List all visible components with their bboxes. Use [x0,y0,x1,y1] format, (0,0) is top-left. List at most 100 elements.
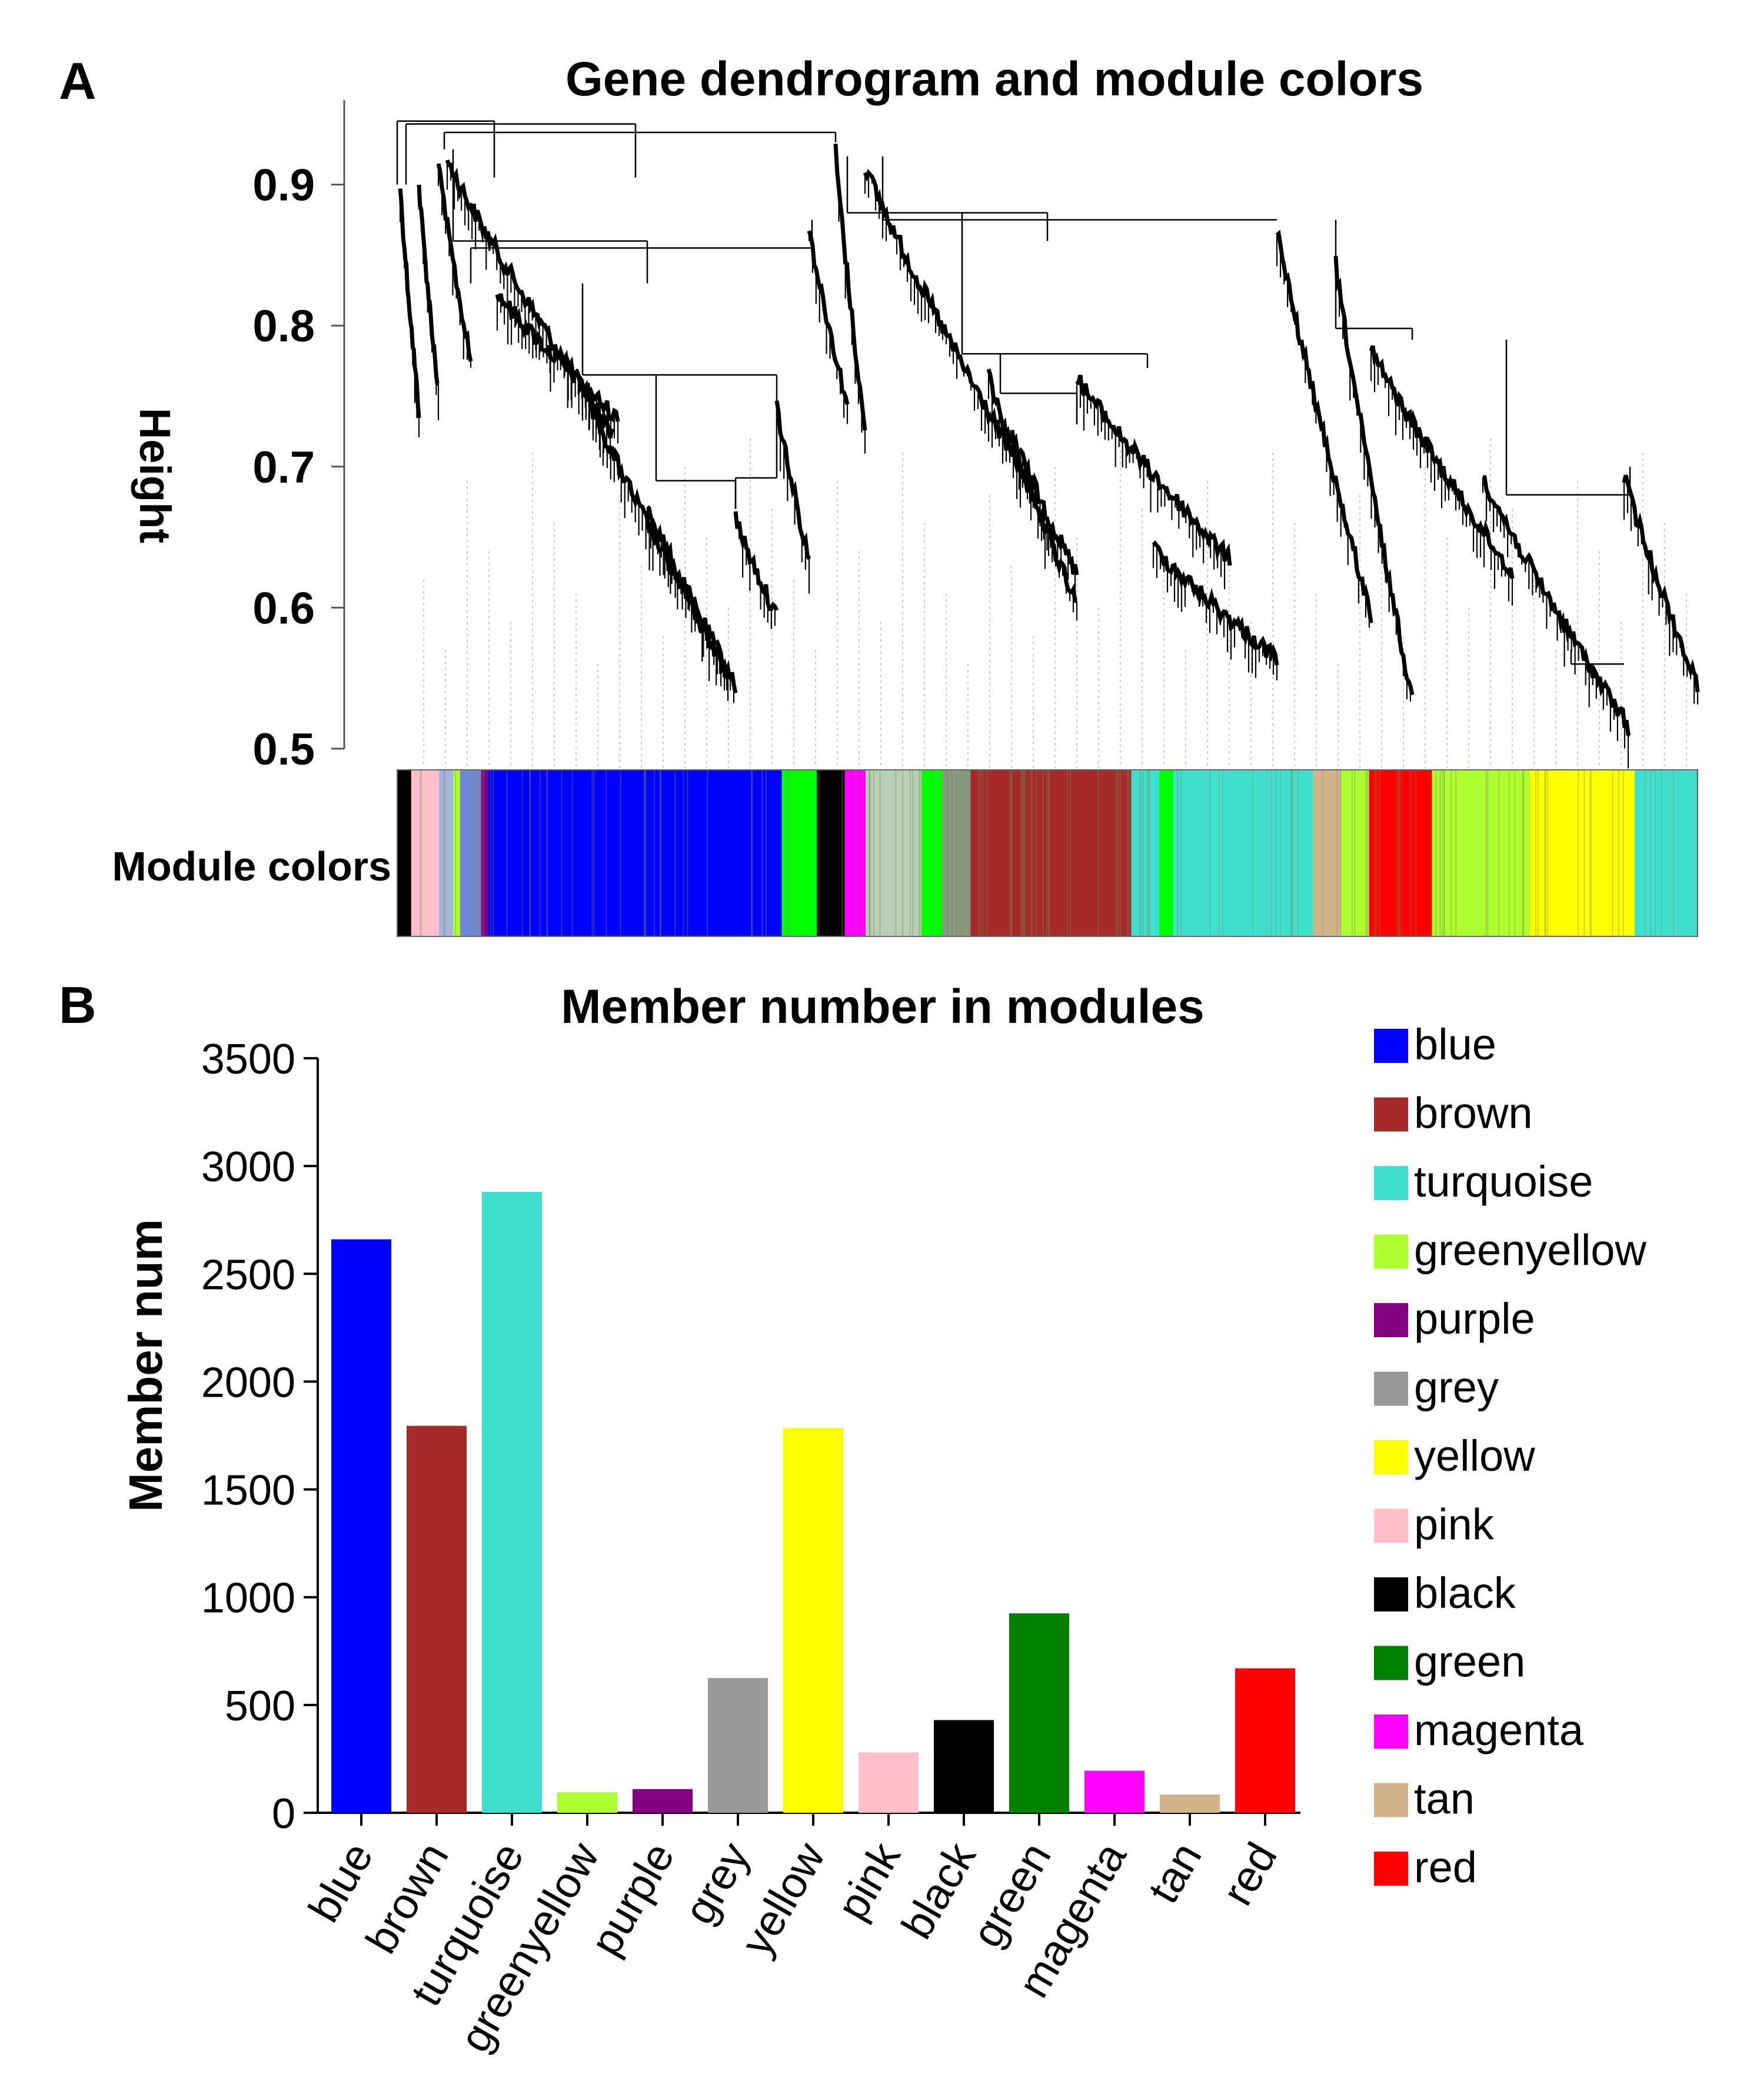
color-bar-segment [1635,770,1698,936]
bar-brown [407,1426,467,1813]
bar-y-tick-label: 3000 [201,1144,295,1191]
legend-swatch-tan [1374,1783,1408,1817]
cluster-ridge [436,163,473,362]
color-bar-segment [1432,770,1531,936]
dendrogram-cluster [417,184,440,421]
color-bar-segment [921,770,943,936]
legend-label: pink [1414,1500,1495,1549]
bar-tan [1160,1794,1220,1813]
legend-label: black [1414,1569,1516,1617]
color-bar-segment [1369,770,1432,936]
color-bar-segment [397,770,412,936]
dendrogram-cluster [774,400,811,594]
legend-swatch-grey [1374,1371,1408,1406]
bar-chart-x-tick-labels: bluebrownturquoisegreenyellowpurplegreyy… [299,1834,1286,2060]
bar-chart-bars [331,1192,1295,1813]
legend-label: turquoise [1414,1157,1593,1206]
color-bar-segment [844,770,866,936]
dendrogram-cluster [1152,540,1279,681]
dendrogram-y-axis-label: Height [131,408,179,543]
legend-label: yellow [1414,1431,1535,1480]
legend-label: tan [1414,1775,1475,1823]
legend-label: blue [1414,1020,1496,1069]
color-bar-segment [1173,770,1314,936]
legend-label: grey [1414,1363,1499,1412]
dendrogram-cluster [1369,345,1515,606]
legend-label: green [1414,1637,1525,1686]
dendrogram-cluster [581,380,738,703]
color-bar-segment [1159,770,1174,936]
color-bar-segment [781,770,817,936]
dendrogram-cluster [1075,374,1232,590]
bar-y-tick-label: 3500 [201,1036,295,1083]
color-bar-segment [439,770,454,936]
bar-chart-axes: 0 500 1000 1500 2000 2500 3000 3500 [201,1036,1300,1838]
dendrogram-y-tick-label: 0.5 [252,725,315,775]
dendrogram-cluster [863,168,1026,508]
legend-swatch-green [1374,1646,1408,1680]
bar-y-tick-label: 0 [272,1790,295,1838]
bar-turquoise [482,1192,542,1813]
legend-swatch-turquoise [1374,1166,1408,1200]
color-bar-segment [488,770,782,936]
dendrogram-y-tick-label: 0.8 [252,301,315,351]
cluster-ridge [833,144,867,431]
legend-label: red [1414,1843,1477,1892]
bar-y-tick-label: 500 [225,1683,295,1730]
color-bar-segment [942,770,971,936]
dendrogram-cluster [833,144,867,454]
dendrogram-cluster [398,188,421,438]
legend-swatch-purple [1374,1303,1408,1337]
module-colors-label: Module colors [112,843,391,889]
cluster-ridge [1152,540,1279,666]
legend-swatch-brown [1374,1097,1408,1132]
bar-purple [633,1789,693,1813]
bar-greenyellow [557,1792,617,1813]
color-bar-segment [411,770,440,936]
bar-x-tick-label: red [1212,1835,1286,1913]
bar-blue [331,1239,391,1813]
color-bar-segment [460,770,482,936]
bar-x-tick-label: tan [1139,1835,1211,1912]
dendrogram-title: Gene dendrogram and module colors [565,52,1423,106]
color-bar-segment [816,770,845,936]
panel-b-letter: B [59,976,97,1034]
cluster-ridge [417,184,440,386]
color-bar-segment [970,770,1132,936]
dendrogram-y-tick-label: 0.9 [252,161,315,211]
panel-b: B Member number in modules Member num 0 5… [59,976,1646,2060]
panel-a: A Gene dendrogram and module colors Heig… [59,52,1700,937]
panel-a-letter: A [59,52,97,110]
cluster-ridge [1333,255,1415,696]
color-bar-segment [453,770,461,936]
bar-chart-title: Member number in modules [561,980,1205,1034]
bar-y-tick-label: 2000 [201,1359,295,1406]
dendrogram-cluster [733,511,779,629]
legend-swatch-magenta [1374,1714,1408,1749]
legend-label: magenta [1414,1706,1584,1755]
dendrogram-cluster [445,159,614,466]
cluster-ridge [807,230,850,405]
cluster-ridge [1075,374,1232,566]
dendrogram-cluster [495,293,620,444]
legend-swatch-greenyellow [1374,1234,1408,1269]
dendrogram-tree [396,120,1700,769]
bar-red [1235,1668,1295,1813]
legend-swatch-black [1374,1577,1408,1611]
color-bar-segment [866,770,922,936]
cluster-ridge [398,188,421,418]
bar-black [934,1720,994,1813]
cluster-ridge [646,505,732,680]
dendrogram-y-tick-label: 0.7 [252,443,315,493]
bar-y-tick-label: 1500 [201,1467,295,1514]
color-bar-segment [481,770,488,936]
color-bar-segment [1529,770,1635,936]
bar-chart-legend: blue brown turquoise greenyellow purple grey y… [1374,1020,1646,1892]
bar-grey [708,1678,768,1813]
bar-pink [859,1752,919,1813]
color-bar-border [397,769,1698,937]
cluster-ridge [733,511,779,612]
bar-green [1009,1613,1069,1813]
legend-swatch-red [1374,1852,1408,1886]
